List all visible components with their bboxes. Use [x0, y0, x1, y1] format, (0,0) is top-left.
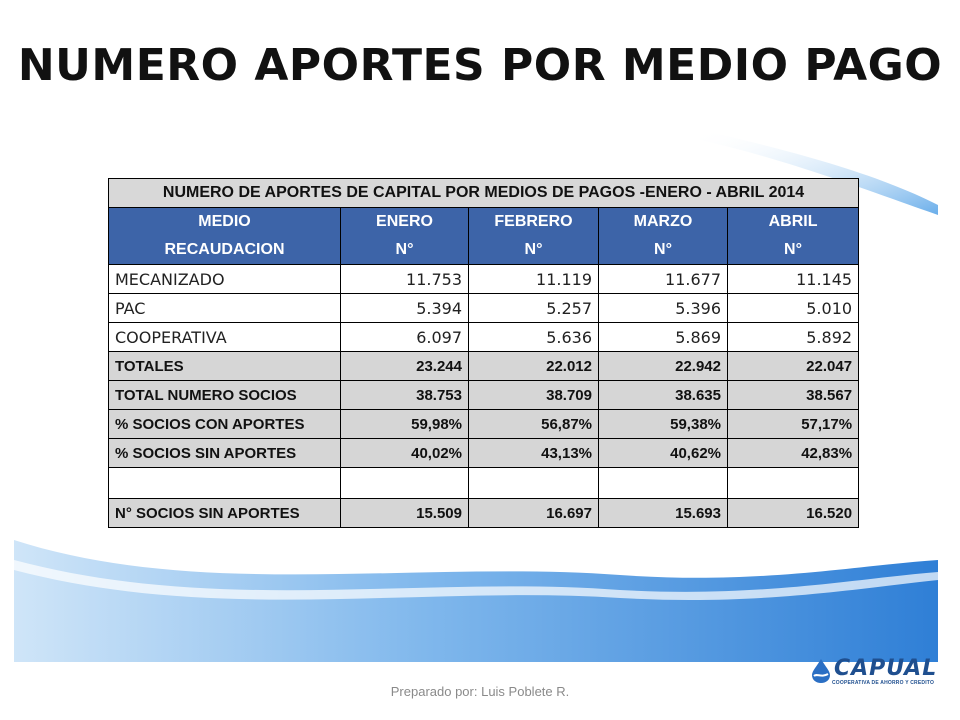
table-row: % SOCIOS CON APORTES 59,98% 56,87% 59,38…	[108, 409, 860, 439]
header-enero: ENERO	[340, 207, 469, 236]
empty-cell	[108, 467, 341, 499]
row-label: TOTAL NUMERO SOCIOS	[108, 380, 341, 410]
empty-cell	[340, 467, 469, 499]
header-row-2: RECAUDACION N° N° N° N°	[108, 236, 860, 265]
cell-enero: 6.097	[340, 322, 469, 352]
cell-abril: 16.520	[726, 498, 860, 528]
table-row: TOTALES 23.244 22.012 22.942 22.047	[108, 351, 860, 381]
table-row: TOTAL NUMERO SOCIOS 38.753 38.709 38.635…	[108, 380, 860, 410]
header-febrero: FEBRERO	[468, 207, 599, 236]
table-row: % SOCIOS SIN APORTES 40,02% 43,13% 40,62…	[108, 438, 860, 468]
cell-febrero: 11.119	[468, 264, 599, 294]
cell-febrero: 56,87%	[468, 409, 599, 439]
page-title: NUMERO APORTES POR MEDIO PAGO	[17, 40, 943, 91]
header-recaudacion: RECAUDACION	[108, 236, 341, 265]
cell-marzo: 5.396	[598, 293, 728, 323]
empty-cell	[598, 467, 728, 499]
cell-marzo: 38.635	[598, 380, 728, 410]
cell-marzo: 22.942	[598, 351, 728, 381]
row-label: PAC	[108, 293, 341, 323]
footer-author: Preparado por: Luis Poblete R.	[390, 684, 570, 699]
row-label: TOTALES	[108, 351, 341, 381]
header-row-1: MEDIO ENERO FEBRERO MARZO ABRIL	[108, 207, 860, 236]
cell-abril: 22.047	[726, 351, 860, 381]
cell-marzo: 5.869	[598, 322, 728, 352]
empty-cell	[726, 467, 860, 499]
cell-febrero: 22.012	[468, 351, 599, 381]
row-label: N° SOCIOS SIN APORTES	[108, 498, 341, 528]
logo-wordmark: CAPUAL	[834, 656, 938, 681]
cell-abril: 5.892	[726, 322, 860, 352]
cell-enero: 5.394	[340, 293, 469, 323]
cell-abril: 42,83%	[726, 438, 860, 468]
cell-febrero: 5.257	[468, 293, 599, 323]
table-row: N° SOCIOS SIN APORTES 15.509 16.697 15.6…	[108, 498, 860, 528]
cell-enero: 15.509	[340, 498, 469, 528]
table-caption: NUMERO DE APORTES DE CAPITAL POR MEDIOS …	[107, 178, 860, 208]
table-row: MECANIZADO 11.753 11.119 11.677 11.145	[108, 264, 860, 294]
capual-logo: CAPUAL COOPERATIVA DE AHORRO Y CREDITO	[808, 656, 936, 688]
cell-febrero: 43,13%	[468, 438, 599, 468]
header-unit: N°	[340, 236, 469, 265]
header-marzo: MARZO	[598, 207, 728, 236]
cell-febrero: 5.636	[468, 322, 599, 352]
cell-marzo: 15.693	[598, 498, 728, 528]
cell-febrero: 16.697	[468, 498, 599, 528]
empty-cell	[468, 467, 599, 499]
cell-enero: 11.753	[340, 264, 469, 294]
row-label: % SOCIOS CON APORTES	[108, 409, 341, 439]
table-row: PAC 5.394 5.257 5.396 5.010	[108, 293, 860, 323]
header-unit: N°	[598, 236, 728, 265]
row-label: COOPERATIVA	[108, 322, 341, 352]
cell-marzo: 11.677	[598, 264, 728, 294]
header-unit: N°	[468, 236, 599, 265]
table-caption-row: NUMERO DE APORTES DE CAPITAL POR MEDIOS …	[107, 178, 860, 208]
table-row: COOPERATIVA 6.097 5.636 5.869 5.892	[108, 322, 860, 352]
cell-marzo: 59,38%	[598, 409, 728, 439]
header-medio: MEDIO	[108, 207, 341, 236]
header-unit: N°	[726, 236, 860, 265]
cell-abril: 38.567	[726, 380, 860, 410]
cell-abril: 11.145	[726, 264, 860, 294]
cell-abril: 5.010	[726, 293, 860, 323]
row-label: MECANIZADO	[108, 264, 341, 294]
aportes-table: NUMERO DE APORTES DE CAPITAL POR MEDIOS …	[107, 178, 860, 528]
cell-enero: 38.753	[340, 380, 469, 410]
cell-febrero: 38.709	[468, 380, 599, 410]
cell-enero: 40,02%	[340, 438, 469, 468]
row-label: % SOCIOS SIN APORTES	[108, 438, 341, 468]
header-abril: ABRIL	[726, 207, 860, 236]
logo-tagline: COOPERATIVA DE AHORRO Y CREDITO	[832, 680, 935, 686]
table-row-empty	[108, 467, 860, 499]
cell-marzo: 40,62%	[598, 438, 728, 468]
cell-abril: 57,17%	[726, 409, 860, 439]
cell-enero: 23.244	[340, 351, 469, 381]
water-drop-icon	[812, 659, 830, 683]
cell-enero: 59,98%	[340, 409, 469, 439]
